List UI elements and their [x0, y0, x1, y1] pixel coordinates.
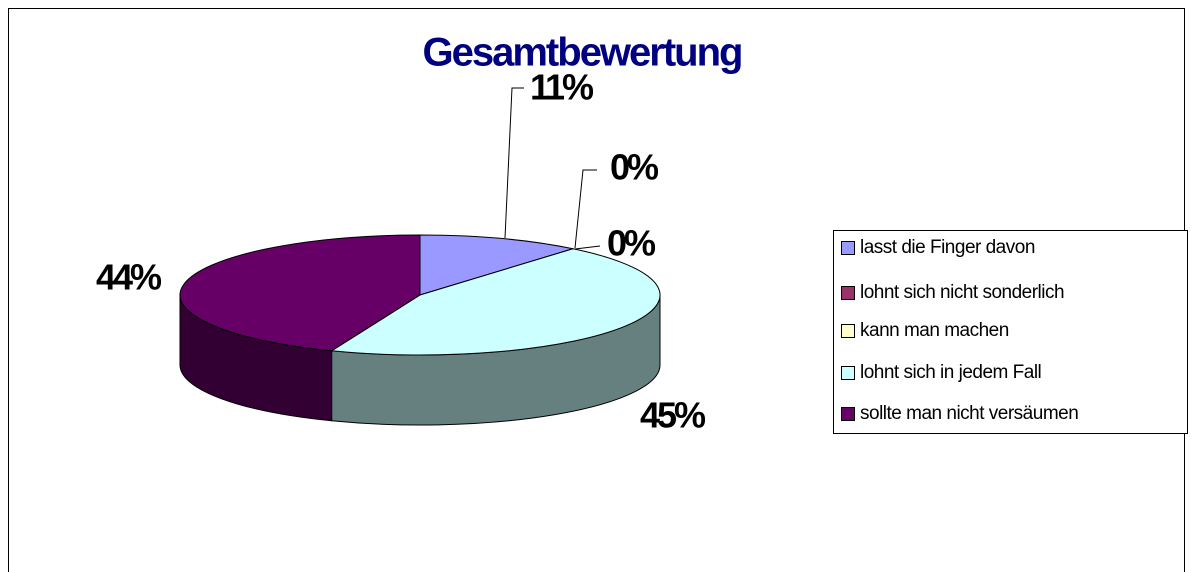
- data-label: 45%: [640, 395, 706, 436]
- legend-label: lasst die Finger davon: [860, 237, 1035, 258]
- legend-swatch: [841, 286, 855, 300]
- legend-box: [833, 230, 1188, 434]
- legend-swatch: [841, 324, 855, 338]
- legend-label: lohnt sich nicht sonderlich: [860, 282, 1064, 303]
- legend-label: lohnt sich in jedem Fall: [860, 362, 1041, 383]
- legend-swatch: [841, 366, 855, 380]
- pie-slice: [419, 234, 574, 296]
- pie-slice: [179, 234, 421, 352]
- pie-slice: [330, 248, 661, 356]
- leader-line: [504, 87, 524, 239]
- legend-swatch: [841, 241, 855, 255]
- legend-label: sollte man nicht versäumen: [860, 403, 1078, 424]
- data-label: 0%: [610, 147, 659, 188]
- leader-line: [574, 169, 597, 249]
- chart-title: Gesamtbewertung: [423, 31, 742, 75]
- data-label: 44%: [96, 257, 162, 298]
- legend-label: kann man machen: [860, 320, 1009, 341]
- data-label: 0%: [607, 223, 656, 264]
- legend-swatch: [841, 407, 855, 421]
- leader-line: [574, 245, 601, 250]
- data-label: 11%: [530, 67, 594, 108]
